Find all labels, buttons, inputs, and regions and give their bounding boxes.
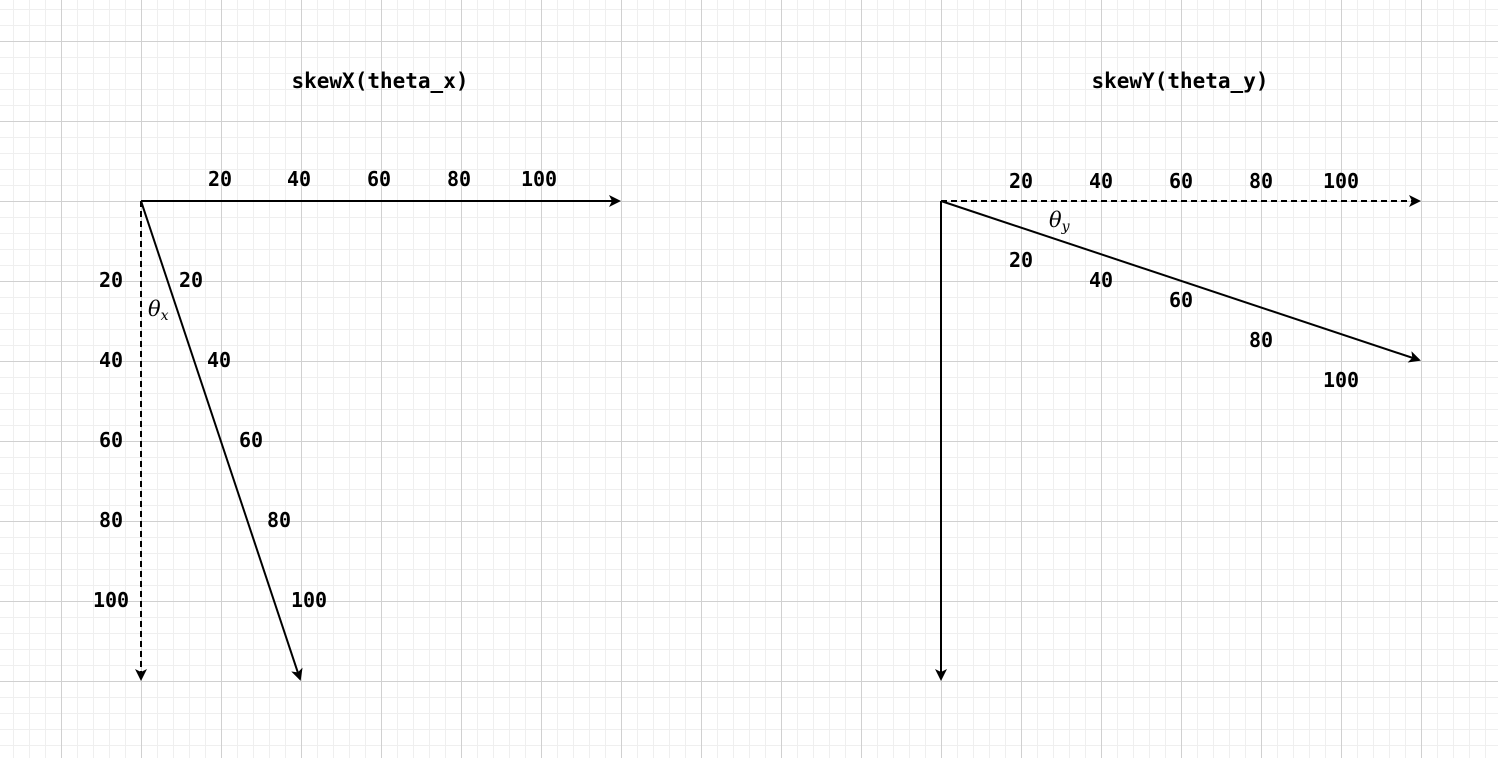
skewx-skewed-tick-80: 80	[267, 508, 291, 532]
skewx-left-ticks: 20 40 60 80 100	[93, 268, 129, 612]
skewx-angle-label: θx	[148, 297, 169, 324]
skewy-top-tick-20: 20	[1009, 169, 1033, 193]
skewx-diagram: skewX(theta_x) 20 40 60 80 100 20 40 60 …	[93, 69, 621, 681]
skewy-top-ticks: 20 40 60 80 100	[1009, 169, 1359, 193]
skewx-skewed-tick-20: 20	[179, 268, 203, 292]
skewx-skewed-tick-100: 100	[291, 588, 327, 612]
skewy-angle-symbol: θ	[1049, 208, 1062, 232]
skewx-angle-subscript: x	[161, 308, 169, 324]
skewx-skewed-ticks: 20 40 60 80 100	[179, 268, 327, 612]
skewx-left-tick-40: 40	[99, 348, 123, 372]
skewx-skewed-tick-60: 60	[239, 428, 263, 452]
skewy-skewed-tick-100: 100	[1323, 368, 1359, 392]
skewy-top-tick-80: 80	[1249, 169, 1273, 193]
skewx-left-tick-20: 20	[99, 268, 123, 292]
skewx-top-ticks: 20 40 60 80 100	[208, 167, 557, 191]
skewx-left-tick-60: 60	[99, 428, 123, 452]
skewy-diagram: skewY(theta_y) 20 40 60 80 100 20 40 60 …	[935, 69, 1421, 681]
skewx-top-tick-80: 80	[447, 167, 471, 191]
skewx-skewed-tick-40: 40	[207, 348, 231, 372]
skewy-top-tick-40: 40	[1089, 169, 1113, 193]
skewx-skewed-y-axis	[140, 200, 303, 681]
skewy-top-tick-60: 60	[1169, 169, 1193, 193]
skewy-skewed-tick-60: 60	[1169, 288, 1193, 312]
skewy-skewed-tick-40: 40	[1089, 268, 1113, 292]
skewy-top-tick-100: 100	[1323, 169, 1359, 193]
skewx-top-tick-60: 60	[367, 167, 391, 191]
skewy-skewed-tick-80: 80	[1249, 328, 1273, 352]
skewy-skewed-ticks: 20 40 60 80 100	[1009, 248, 1359, 392]
skewy-angle-label: θy	[1049, 208, 1071, 235]
skewx-top-tick-20: 20	[208, 167, 232, 191]
skewx-top-tick-40: 40	[287, 167, 311, 191]
skewx-top-tick-100: 100	[521, 167, 557, 191]
skewy-angle-subscript: y	[1061, 219, 1071, 235]
skewx-left-tick-80: 80	[99, 508, 123, 532]
skewy-skewed-x-axis	[940, 200, 1421, 363]
skewx-title: skewX(theta_x)	[291, 69, 468, 93]
skewy-skewed-tick-20: 20	[1009, 248, 1033, 272]
skewx-angle-symbol: θ	[148, 297, 161, 321]
skewy-title: skewY(theta_y)	[1091, 69, 1268, 93]
skewx-left-tick-100: 100	[93, 588, 129, 612]
